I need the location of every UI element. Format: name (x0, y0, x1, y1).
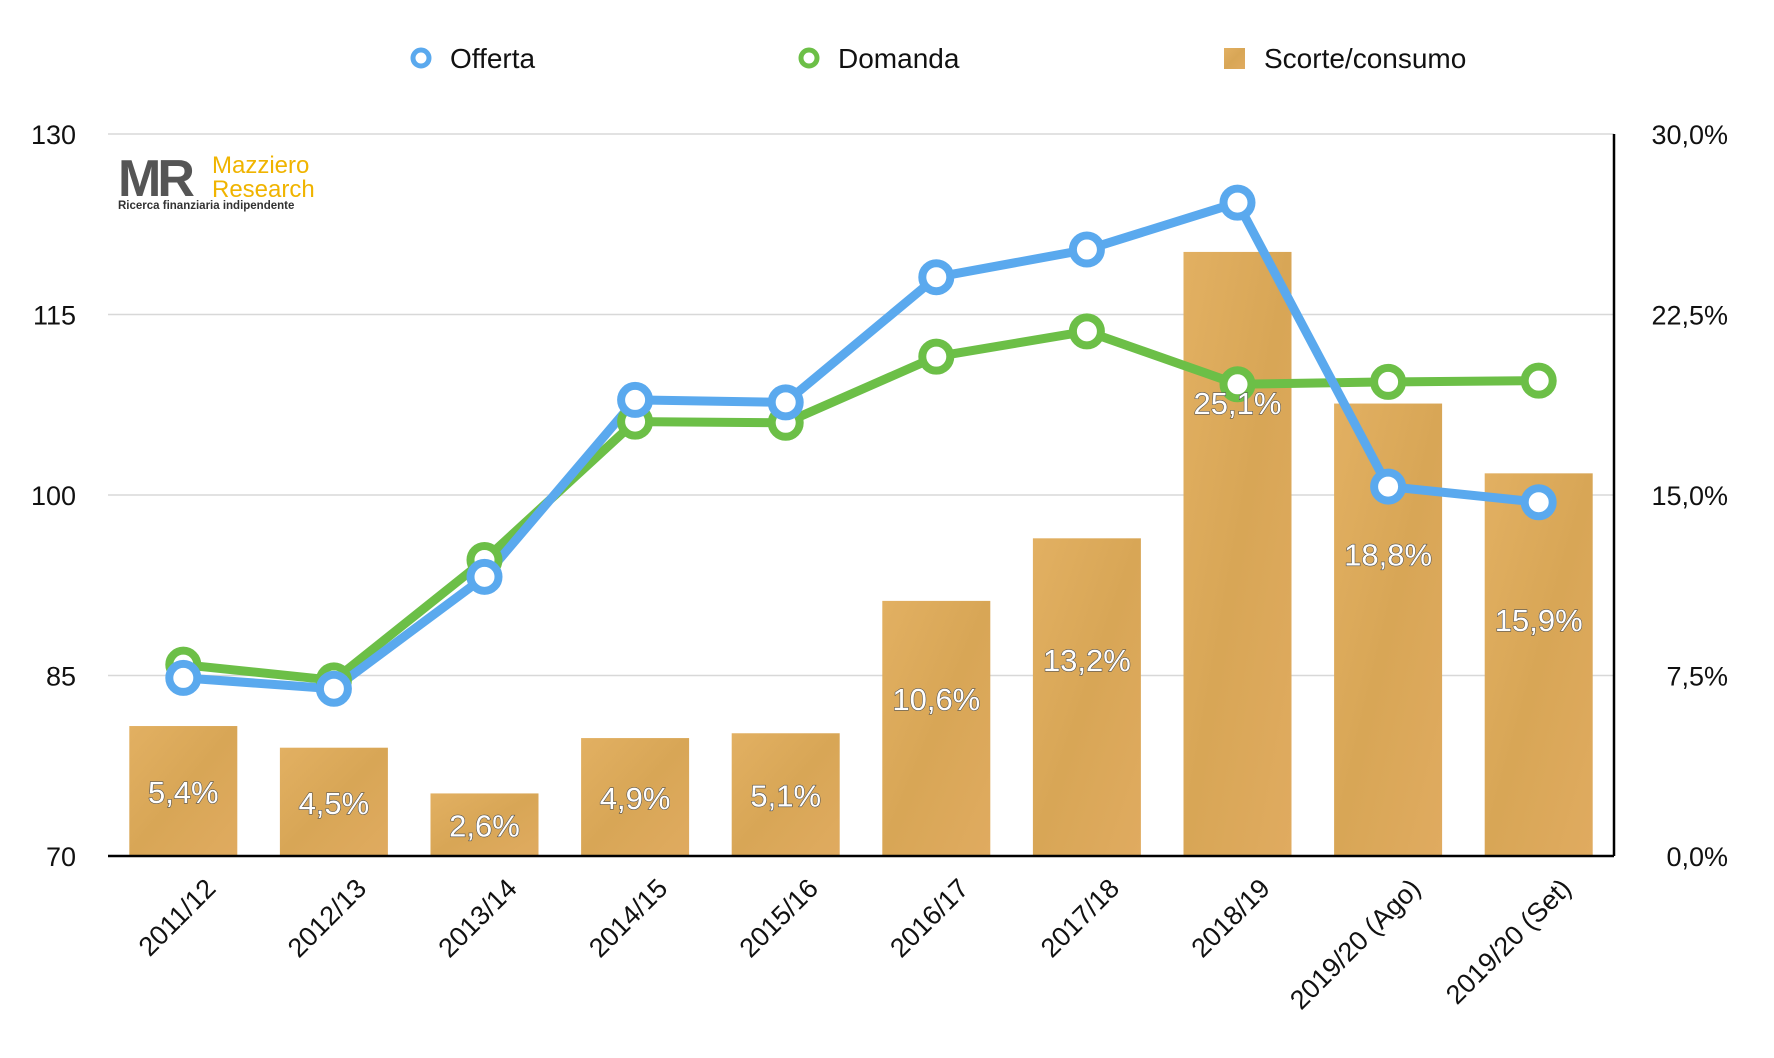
logo-name-line1: Mazziero (212, 152, 309, 179)
logo-initials: MR (118, 150, 194, 208)
right-tick-label: 7,5% (1666, 662, 1728, 692)
bar-data-label: 5,1% (750, 779, 821, 814)
legend-label-domanda: Domanda (838, 43, 960, 74)
legend-marker-domanda (798, 47, 820, 69)
point-domanda (1068, 313, 1105, 350)
x-tick-label: 2016/17 (884, 873, 974, 963)
point-offerta (315, 670, 352, 707)
bar (882, 600, 991, 856)
x-tick-label: 2018/19 (1186, 873, 1276, 963)
x-tick-label: 2019/20 (Ago) (1284, 873, 1426, 1015)
left-tick-label: 100 (31, 481, 76, 511)
bar-data-label: 15,9% (1495, 603, 1583, 638)
right-tick-label: 15,0% (1651, 481, 1728, 511)
bar (1032, 538, 1141, 856)
legend-item-domanda: Domanda (798, 43, 960, 74)
point-offerta (918, 259, 955, 296)
point-domanda (1219, 366, 1256, 403)
bar-data-label: 5,4% (148, 775, 219, 810)
legend-label-offerta: Offerta (450, 43, 536, 74)
series-line-domanda (178, 326, 1544, 685)
point-domanda (918, 338, 955, 375)
right-axis-ticks: 0,0% 7,5% 15,0% 22,5% 30,0% (1651, 120, 1728, 872)
bar-data-label: 10,6% (892, 682, 980, 717)
point-offerta (1219, 184, 1256, 221)
left-axis-ticks: 70 85 100 115 130 (31, 120, 76, 872)
bar-data-label: 13,2% (1043, 643, 1131, 678)
legend-item-offerta: Offerta (410, 43, 536, 74)
point-offerta (1370, 468, 1407, 505)
bar-data-label: 2,6% (449, 809, 520, 844)
x-axis-ticks: 2011/12 2012/13 2013/14 2014/15 2015/16 2016/… (133, 873, 1577, 1015)
bar (1484, 473, 1593, 856)
bar (129, 726, 238, 856)
x-tick-label: 2012/13 (282, 873, 372, 963)
point-offerta (1068, 231, 1105, 268)
right-tick-label: 0,0% (1666, 842, 1728, 872)
point-offerta (1520, 484, 1557, 521)
logo-name-line2: Research (212, 176, 315, 203)
point-domanda (1370, 363, 1407, 400)
x-tick-label: 2019/20 (Set) (1440, 873, 1577, 1010)
axes (108, 134, 1616, 858)
point-offerta (617, 381, 654, 418)
bar-data-label: 4,5% (299, 786, 370, 821)
left-tick-label: 130 (31, 120, 76, 150)
legend-marker-scorte (1224, 48, 1245, 69)
bar (279, 747, 388, 856)
logo: MR Mazziero Research Ricerca finanziaria… (118, 150, 315, 212)
bar-data-label: 25,1% (1194, 386, 1282, 421)
bar-data-label: 18,8% (1344, 538, 1432, 573)
bar (430, 793, 539, 856)
point-offerta (767, 384, 804, 421)
x-tick-label: 2015/16 (734, 873, 824, 963)
left-tick-label: 70 (46, 842, 76, 872)
legend-label-scorte: Scorte/consumo (1264, 43, 1466, 74)
left-tick-label: 85 (46, 662, 76, 692)
legend-item-scorte: Scorte/consumo (1224, 43, 1466, 74)
left-tick-label: 115 (33, 301, 76, 331)
legend: Offerta Domanda Scorte/consumo (410, 43, 1466, 74)
point-domanda (1520, 362, 1557, 399)
series-line-offerta (178, 198, 1544, 694)
bar-data-label: 4,9% (600, 781, 671, 816)
point-offerta (165, 659, 202, 696)
bar-labels: 5,4% 4,5% 2,6% 4,9% 5,1% 10,6% 13,2% 25,1% 18,8%… (147, 385, 1583, 844)
x-tick-label: 2017/18 (1035, 873, 1125, 963)
bar (581, 738, 690, 856)
point-offerta (466, 558, 503, 595)
logo-tagline: Ricerca finanziaria indipendente (118, 200, 294, 212)
series-lines (165, 184, 1557, 707)
x-tick-label: 2013/14 (433, 873, 523, 963)
bar (1183, 251, 1292, 857)
legend-marker-offerta (410, 47, 432, 69)
right-tick-label: 30,0% (1651, 120, 1728, 150)
x-tick-label: 2014/15 (583, 873, 673, 963)
right-tick-label: 22,5% (1651, 301, 1728, 331)
bar (731, 733, 840, 856)
x-tick-label: 2011/12 (133, 873, 222, 962)
